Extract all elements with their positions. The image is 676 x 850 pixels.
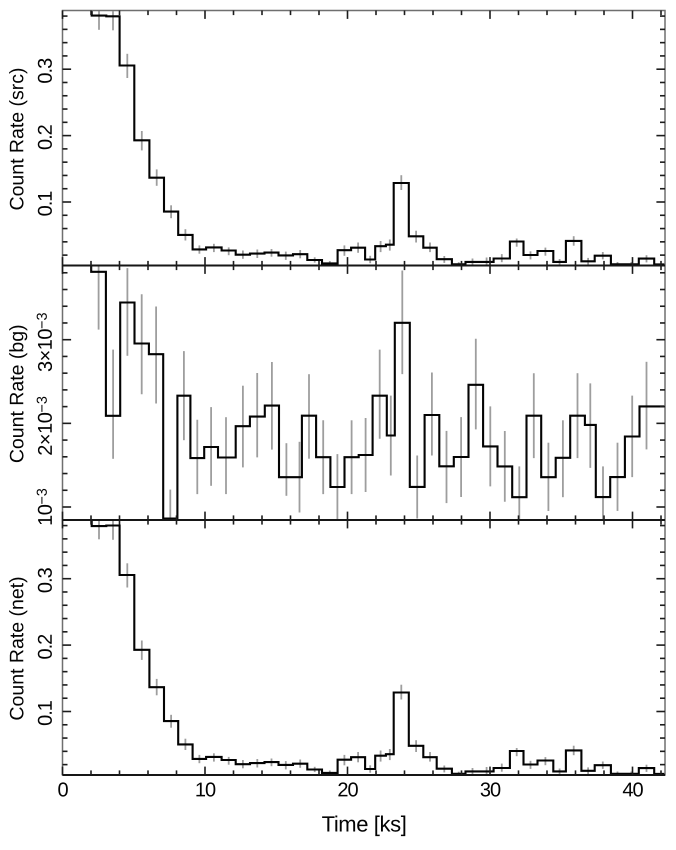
svg-text:10: 10: [195, 779, 216, 801]
svg-text:0: 0: [57, 779, 68, 801]
svg-text:Count Rate (bg): Count Rate (bg): [6, 324, 28, 463]
svg-text:40: 40: [622, 779, 643, 801]
svg-text:0.3: 0.3: [35, 58, 57, 84]
svg-text:30: 30: [480, 779, 501, 801]
svg-text:Count Rate (src): Count Rate (src): [6, 67, 28, 210]
svg-text:20: 20: [337, 779, 358, 801]
svg-text:0.3: 0.3: [35, 567, 57, 593]
svg-text:0.2: 0.2: [35, 124, 57, 150]
svg-text:Time [ks]: Time [ks]: [322, 811, 407, 836]
svg-text:0.1: 0.1: [35, 191, 57, 217]
svg-text:0.1: 0.1: [35, 700, 57, 726]
svg-text:0.2: 0.2: [35, 634, 57, 660]
svg-text:Count Rate (net): Count Rate (net): [6, 576, 28, 720]
